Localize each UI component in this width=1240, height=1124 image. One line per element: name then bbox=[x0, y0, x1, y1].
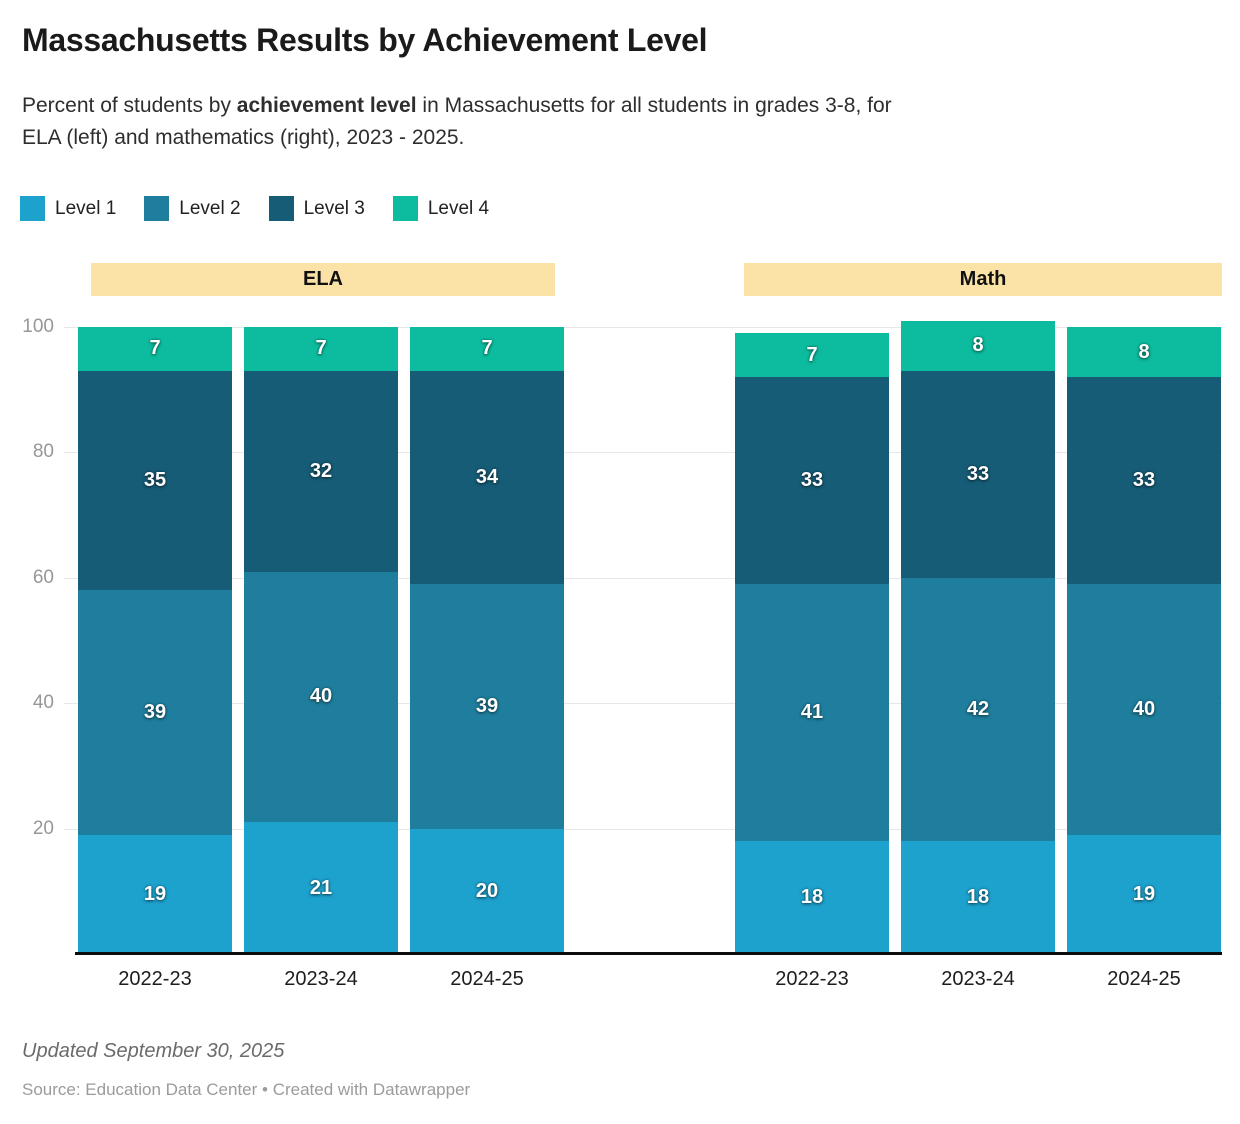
x-axis-label: 2023-24 bbox=[941, 968, 1015, 990]
y-axis-label-100: 100 bbox=[22, 316, 54, 337]
axis-baseline bbox=[75, 952, 1222, 955]
bar-value-label: 19 bbox=[143, 882, 167, 905]
bar-value-label: 35 bbox=[143, 469, 167, 492]
bar-value-label: 40 bbox=[309, 685, 333, 708]
bar-segment-level-1: 19 bbox=[1067, 834, 1221, 954]
y-axis-label-20: 20 bbox=[32, 817, 54, 839]
subtitle-text-cont: in Massachusetts for all students in gra… bbox=[416, 94, 892, 117]
legend-swatch-level-3 bbox=[268, 196, 294, 221]
bar-value-label: 19 bbox=[1132, 882, 1156, 905]
bar-value-label: 34 bbox=[475, 465, 499, 488]
bar-value-label: 39 bbox=[143, 701, 167, 724]
bar-segment-level-3: 32 bbox=[244, 370, 398, 572]
bar-value-label: 7 bbox=[315, 337, 327, 360]
bar-segment-level-4: 7 bbox=[78, 327, 232, 371]
legend-label-level-1: Level 1 bbox=[55, 197, 117, 219]
legend-item-level-3: Level 3 bbox=[268, 196, 365, 221]
x-axis-label: 2024-25 bbox=[450, 968, 524, 990]
gridline-20 bbox=[64, 828, 1222, 830]
subtitle-bold-text: achievement level bbox=[236, 94, 417, 117]
bar-segment-level-4: 8 bbox=[901, 320, 1055, 371]
legend-label-level-4: Level 4 bbox=[427, 197, 490, 219]
gridline-100 bbox=[64, 327, 1222, 328]
bar-segment-level-4: 7 bbox=[735, 333, 889, 378]
bar-value-label: 39 bbox=[475, 694, 499, 717]
bar-value-label: 42 bbox=[966, 697, 990, 720]
bar-value-label: 18 bbox=[800, 886, 824, 909]
legend-item-level-4: Level 4 bbox=[392, 196, 490, 221]
legend-item-level-1: Level 1 bbox=[20, 196, 116, 221]
group-header-label-math: Math bbox=[959, 268, 1007, 290]
updated-note: Updated September 30, 2025 bbox=[22, 1040, 285, 1062]
group-header-math: Math bbox=[744, 263, 1222, 296]
legend-swatch-level-1 bbox=[20, 196, 45, 221]
bar-segment-level-4: 7 bbox=[410, 327, 564, 371]
y-axis-label-80: 80 bbox=[32, 441, 54, 463]
bar-segment-level-2: 40 bbox=[244, 571, 398, 823]
bar-value-label: 20 bbox=[475, 879, 499, 902]
bar-segment-level-1: 21 bbox=[244, 822, 398, 954]
bar-value-label: 40 bbox=[1132, 697, 1156, 720]
subtitle-text: Percent of students by bbox=[22, 94, 237, 117]
bar-segment-level-1: 18 bbox=[735, 841, 889, 954]
gridline-80 bbox=[64, 452, 1222, 454]
legend-swatch-level-2 bbox=[144, 196, 170, 221]
source-line: Source: Education Data Center • Created … bbox=[22, 1080, 471, 1099]
bar-segment-level-2: 39 bbox=[410, 584, 564, 829]
group-header-ela: ELA bbox=[91, 263, 555, 296]
bar-value-label: 33 bbox=[1132, 469, 1156, 492]
bar-segment-level-3: 33 bbox=[1067, 377, 1221, 585]
bar-value-label: 8 bbox=[972, 334, 984, 357]
gridline-60 bbox=[64, 577, 1222, 579]
legend: Level 1 Level 2 Level 3 Level 4 bbox=[20, 196, 517, 221]
bar-value-label: 8 bbox=[1138, 340, 1150, 363]
bar-segment-level-2: 40 bbox=[1067, 584, 1221, 835]
bar-value-label: 33 bbox=[966, 462, 990, 485]
y-axis-label-40: 40 bbox=[32, 692, 54, 714]
bar-segment-level-2: 41 bbox=[735, 584, 889, 842]
bar-segment-level-1: 19 bbox=[78, 834, 232, 954]
bar-value-label: 32 bbox=[309, 459, 333, 482]
legend-swatch-level-4 bbox=[392, 196, 418, 221]
bar-value-label: 33 bbox=[800, 469, 824, 492]
chart-subtitle: Percent of students by achievement level… bbox=[22, 90, 1197, 154]
bar-value-label: 18 bbox=[966, 886, 990, 909]
bar-segment-level-4: 7 bbox=[244, 327, 398, 371]
bar-value-label: 7 bbox=[481, 337, 493, 360]
bar-segment-level-1: 18 bbox=[901, 841, 1055, 954]
x-axis-label: 2022-23 bbox=[118, 968, 192, 990]
legend-label-level-3: Level 3 bbox=[303, 197, 365, 219]
bar-value-label: 7 bbox=[149, 337, 161, 360]
gridline-40 bbox=[64, 703, 1222, 705]
bar-segment-level-3: 33 bbox=[735, 377, 889, 585]
legend-item-level-2: Level 2 bbox=[144, 196, 241, 221]
x-axis-label: 2023-24 bbox=[284, 968, 358, 990]
bar-segment-level-3: 35 bbox=[78, 370, 232, 591]
bar-value-label: 7 bbox=[806, 343, 818, 366]
legend-label-level-2: Level 2 bbox=[179, 197, 241, 219]
x-axis-label: 2024-25 bbox=[1107, 968, 1181, 990]
bar-value-label: 41 bbox=[800, 701, 824, 724]
group-header-label-ela: ELA bbox=[303, 268, 343, 290]
bar-value-label: 21 bbox=[309, 876, 333, 899]
chart-title: Massachusetts Results by Achievement Lev… bbox=[22, 22, 708, 58]
x-axis-label: 2022-23 bbox=[775, 968, 849, 990]
bar-segment-level-3: 33 bbox=[901, 370, 1055, 578]
bar-segment-level-2: 42 bbox=[901, 577, 1055, 842]
bar-segment-level-1: 20 bbox=[410, 828, 564, 954]
bar-segment-level-2: 39 bbox=[78, 590, 232, 835]
bar-segment-level-3: 34 bbox=[410, 370, 564, 585]
subtitle-line2: ELA (left) and mathematics (right), 2023… bbox=[22, 126, 465, 149]
y-axis-label-60: 60 bbox=[32, 566, 54, 588]
bar-segment-level-4: 8 bbox=[1067, 327, 1221, 378]
